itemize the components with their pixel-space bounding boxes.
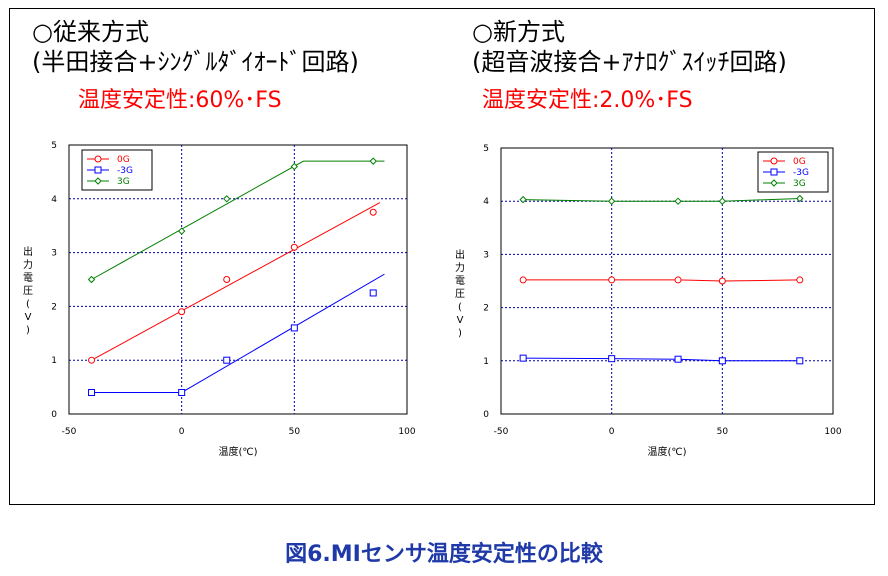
data-point [608, 355, 616, 363]
y-tick-label: 4 [483, 197, 489, 207]
data-point [177, 227, 186, 235]
right-panel-title: ○新方式 [472, 18, 565, 46]
data-point [608, 276, 616, 284]
data-point [223, 276, 231, 283]
data-point [369, 157, 377, 165]
legend-label: -3G [117, 166, 133, 176]
data-point [223, 356, 231, 364]
x-axis-label: 温度(℃) [218, 445, 257, 458]
y-axis-label: 出力電圧(V) [455, 248, 465, 339]
y-tick-label: 0 [483, 410, 489, 420]
y-tick-label: 3 [483, 250, 489, 260]
series-line [91, 202, 381, 361]
left-panel-stability: 温度安定性:60%･FS [78, 88, 282, 113]
series-line [91, 160, 385, 280]
figure-frame [9, 8, 875, 505]
left-panel-title: ○従来方式 [32, 18, 149, 46]
data-point [178, 308, 186, 316]
legend-label: 3G [117, 177, 130, 187]
data-point [223, 195, 231, 203]
y-tick-label: 3 [51, 249, 57, 259]
data-point [369, 208, 377, 216]
data-point [290, 324, 298, 332]
y-tick-label: 1 [483, 357, 489, 367]
series-3G [519, 194, 804, 205]
data-point [796, 194, 804, 203]
y-tick-label: 5 [483, 144, 489, 154]
y-tick-label: 5 [51, 141, 57, 151]
y-tick-label: 4 [51, 195, 57, 205]
legend-label: -3G [793, 168, 809, 178]
x-tick-label: 100 [398, 427, 415, 437]
data-point [796, 357, 804, 365]
left-panel-subtitle: (半田接合+ｼﾝｸﾞﾙﾀﾞｲｵｰﾄﾞ回路) [32, 48, 359, 76]
right-panel-subtitle: (超音波接合+ｱﾅﾛｸﾞｽｲｯﾁ回路) [472, 48, 787, 76]
data-point [718, 357, 726, 365]
data-point [770, 157, 778, 165]
x-tick-label: 50 [289, 427, 301, 437]
x-axis-label: 温度(℃) [647, 445, 686, 458]
data-point [519, 195, 527, 204]
data-point [718, 277, 726, 285]
data-point [770, 179, 778, 187]
series-0G [88, 202, 381, 364]
data-point [94, 177, 102, 185]
legend-label: 0G [117, 155, 130, 165]
series-0G [519, 276, 804, 285]
series-line [523, 198, 800, 202]
data-point [607, 197, 616, 205]
data-point [290, 243, 298, 251]
y-tick-label: 1 [51, 356, 57, 366]
data-point [674, 355, 682, 363]
legend-label: 0G [793, 157, 806, 167]
y-tick-label: 0 [51, 410, 57, 420]
data-point [88, 356, 96, 364]
x-tick-label: 100 [824, 427, 841, 437]
data-point [718, 197, 727, 205]
series-3G [87, 157, 385, 284]
series--3G [519, 354, 804, 365]
data-point [94, 155, 102, 163]
data-point [519, 354, 527, 362]
figure-caption: 図6.MIセンサ温度安定性の比較 [285, 542, 603, 567]
data-point [770, 168, 778, 176]
series--3G [88, 273, 385, 396]
data-point [290, 162, 299, 171]
x-tick-label: 0 [179, 427, 185, 437]
data-point [674, 197, 682, 205]
x-tick-label: 0 [609, 427, 615, 437]
x-tick-label: 50 [717, 427, 729, 437]
data-point [369, 289, 377, 297]
data-point [94, 166, 102, 174]
legend-label: 3G [793, 179, 806, 189]
data-point [178, 388, 186, 396]
y-axis-label: 出力電圧(V) [23, 245, 33, 336]
x-tick-label: -50 [62, 427, 77, 437]
x-tick-label: -50 [494, 427, 509, 437]
data-point [796, 276, 804, 284]
data-point [519, 276, 527, 284]
series-line [523, 279, 800, 282]
y-tick-label: 2 [51, 302, 57, 312]
right-panel-stability: 温度安定性:2.0%･FS [482, 88, 693, 113]
data-point [87, 275, 96, 284]
data-point [674, 276, 682, 284]
data-point [88, 388, 96, 396]
y-tick-label: 2 [483, 304, 489, 314]
